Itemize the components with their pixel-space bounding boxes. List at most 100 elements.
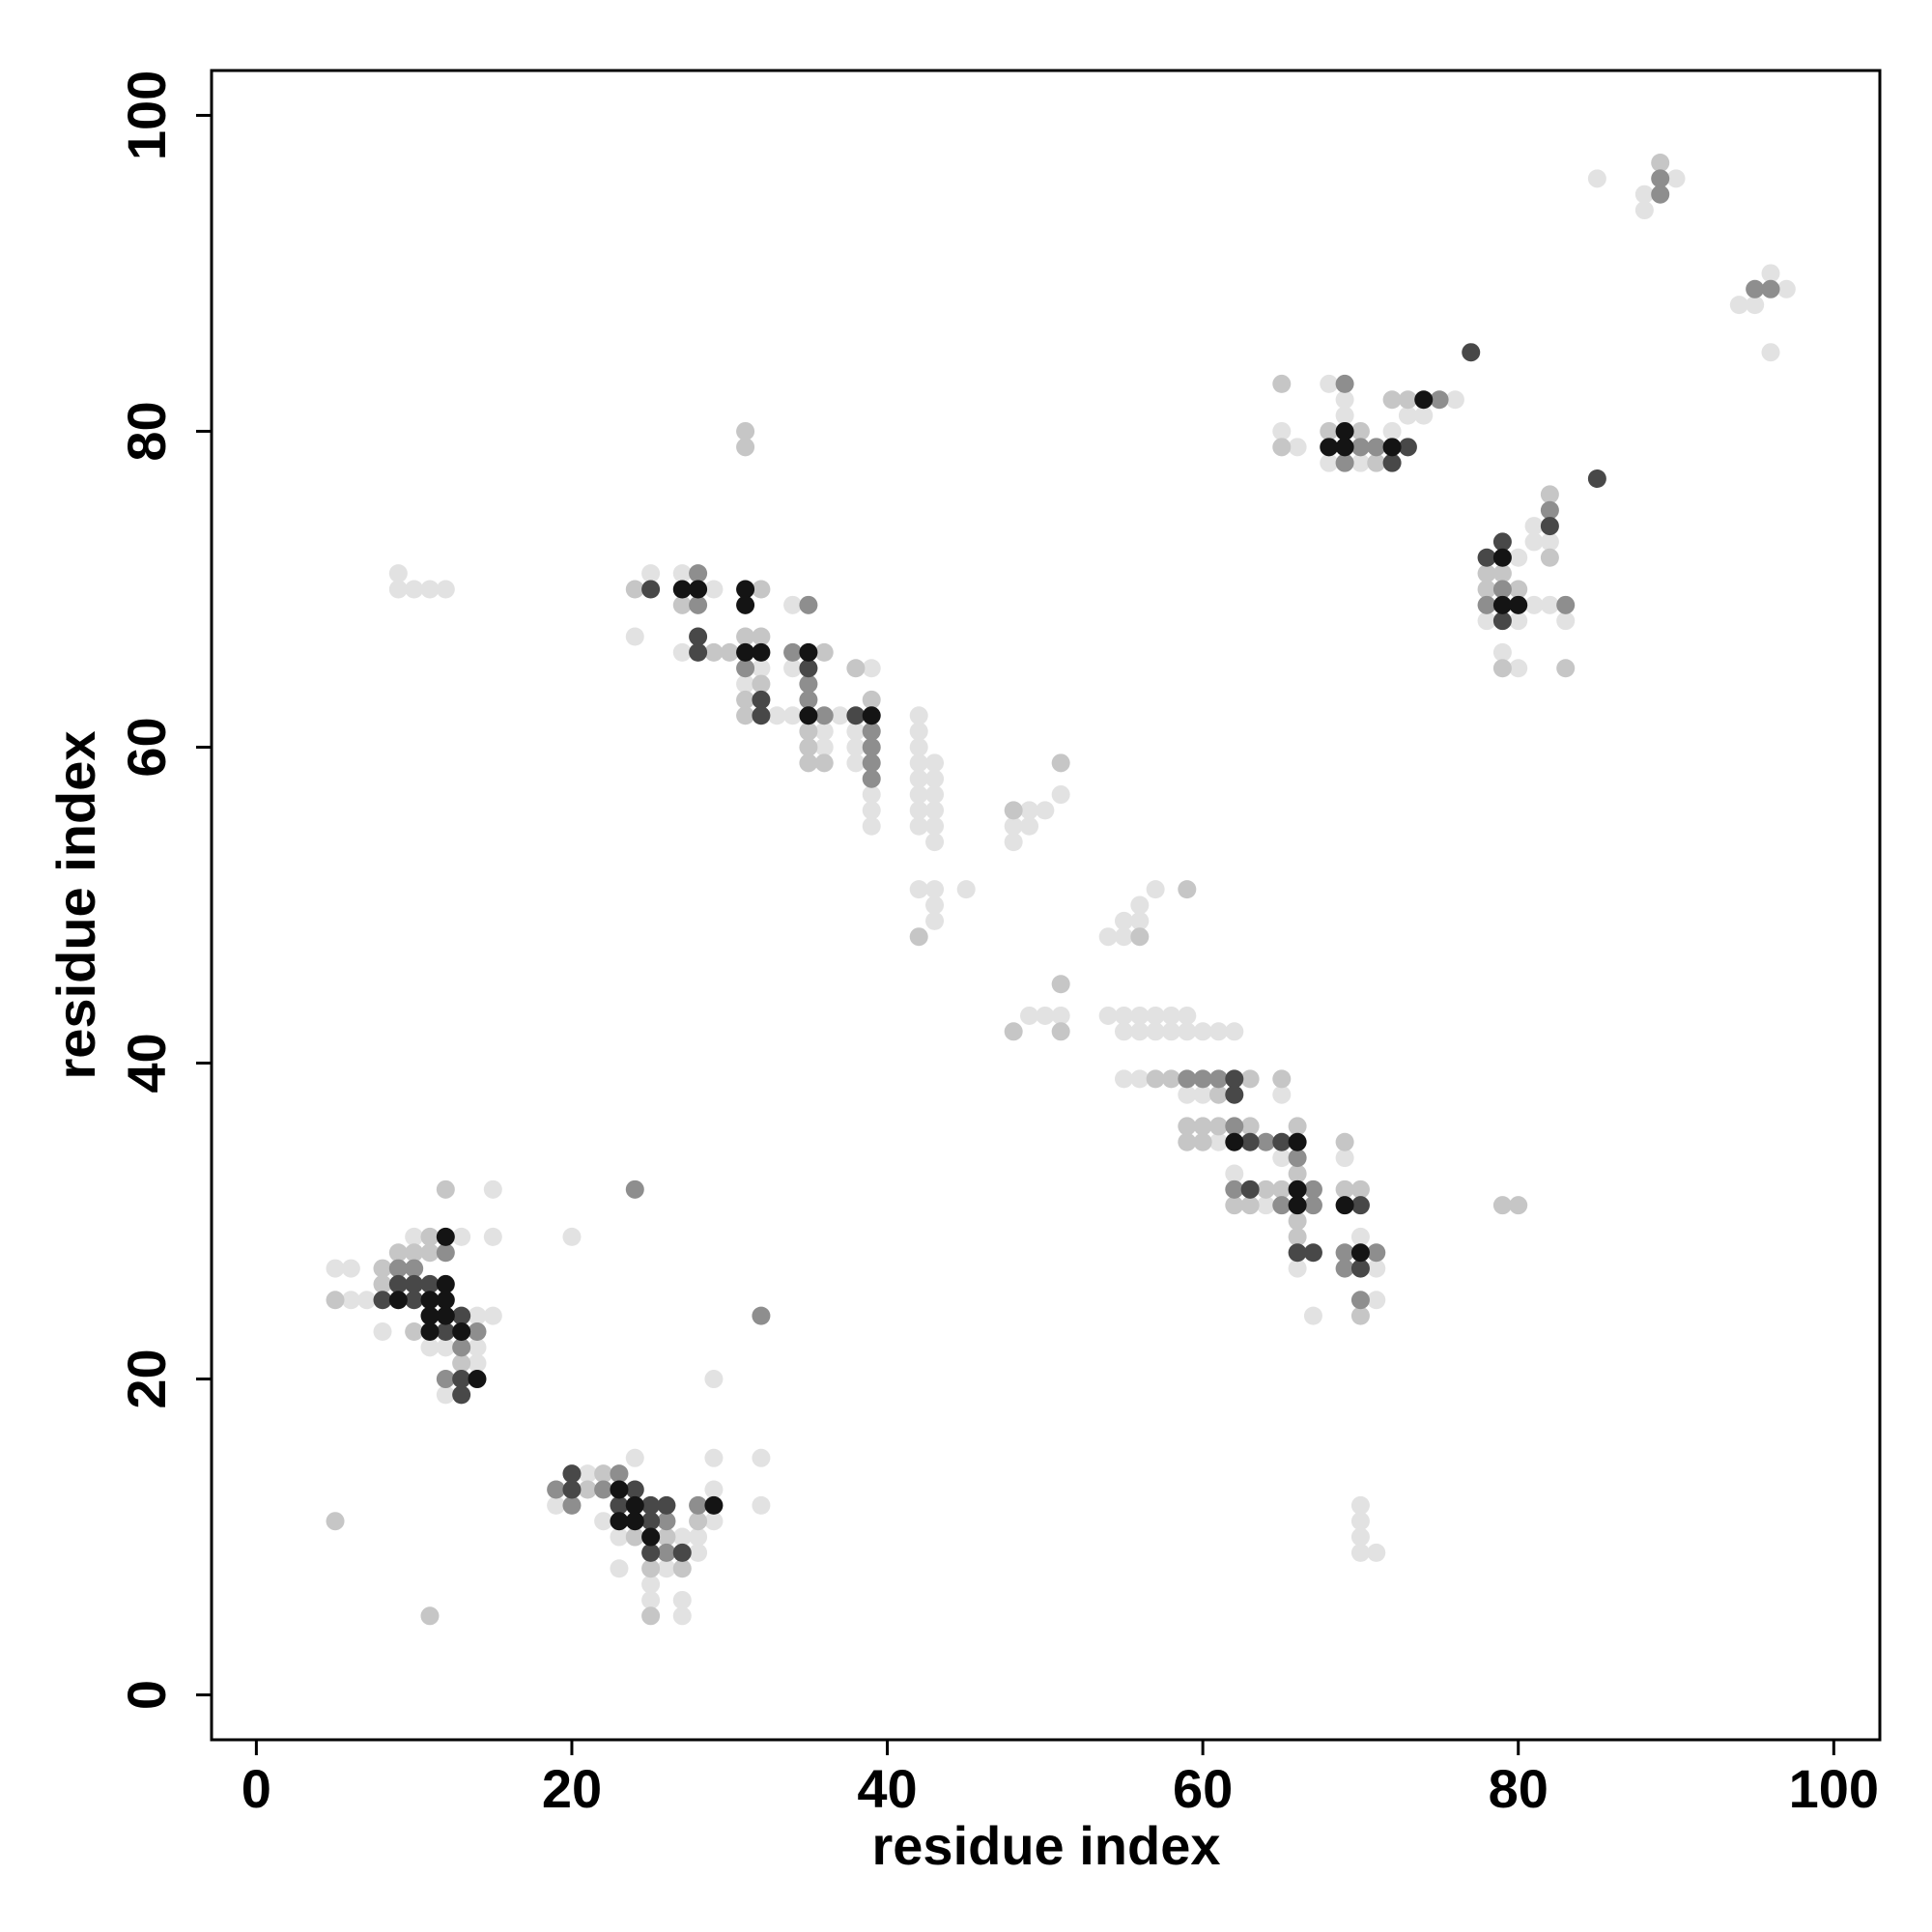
point	[925, 880, 945, 899]
point	[1746, 296, 1765, 315]
point	[862, 753, 881, 773]
point	[1462, 343, 1481, 362]
point	[373, 1259, 392, 1278]
point	[1208, 1069, 1228, 1089]
point	[1161, 1022, 1180, 1041]
point	[1556, 611, 1576, 631]
point	[1445, 390, 1464, 410]
point	[672, 1527, 692, 1547]
point	[610, 1495, 629, 1515]
point	[625, 1512, 644, 1531]
point	[1178, 1085, 1197, 1104]
point	[578, 1480, 597, 1499]
point	[1051, 1006, 1070, 1025]
point	[1208, 1022, 1228, 1041]
point	[909, 769, 928, 788]
point	[1335, 1149, 1354, 1168]
point	[1335, 1132, 1354, 1151]
point	[1477, 580, 1496, 599]
point	[1350, 1196, 1370, 1215]
point	[562, 1480, 582, 1499]
point	[468, 1338, 487, 1357]
point	[625, 627, 644, 646]
point	[1320, 421, 1339, 440]
point	[846, 753, 866, 773]
point	[388, 1243, 408, 1263]
point	[1303, 1243, 1322, 1263]
point	[436, 1274, 455, 1293]
point	[1161, 1006, 1180, 1025]
point	[909, 785, 928, 805]
point	[909, 706, 928, 725]
point	[341, 1259, 360, 1278]
point	[1178, 1006, 1197, 1025]
point	[846, 737, 866, 756]
point	[1225, 1164, 1244, 1183]
point	[1634, 201, 1654, 220]
point	[1272, 374, 1292, 393]
point	[1367, 1543, 1386, 1562]
point	[1509, 580, 1528, 599]
point	[468, 1306, 487, 1325]
point	[641, 1590, 661, 1609]
point	[1492, 564, 1512, 583]
point	[1350, 1227, 1370, 1246]
point	[736, 627, 755, 646]
point	[689, 1527, 708, 1547]
point	[562, 1227, 582, 1246]
point	[704, 580, 724, 599]
point	[909, 801, 928, 820]
point	[689, 564, 708, 583]
point	[862, 722, 881, 741]
point	[1540, 548, 1559, 567]
point	[1225, 1117, 1244, 1136]
point	[1036, 1006, 1055, 1025]
point	[925, 801, 945, 820]
point	[1272, 1149, 1292, 1168]
point	[689, 1512, 708, 1531]
point	[1492, 642, 1512, 662]
y-axis-title: residue index	[45, 730, 106, 1079]
point	[704, 1495, 724, 1515]
point	[1335, 390, 1354, 410]
point	[814, 722, 834, 741]
point	[641, 1559, 661, 1578]
point	[752, 706, 771, 725]
point	[862, 785, 881, 805]
point	[1509, 595, 1528, 614]
point	[1430, 390, 1449, 410]
point	[420, 1606, 440, 1626]
point	[1051, 1022, 1070, 1041]
point	[1492, 548, 1512, 567]
point	[689, 1543, 708, 1562]
point	[736, 674, 755, 694]
point	[1776, 279, 1796, 298]
point	[1367, 453, 1386, 472]
point	[1256, 1179, 1275, 1199]
point	[1225, 1132, 1244, 1151]
point	[1367, 1291, 1386, 1310]
point	[1509, 611, 1528, 631]
point	[1288, 1132, 1307, 1151]
point	[610, 1464, 629, 1484]
point	[672, 580, 692, 599]
point	[1004, 801, 1023, 820]
point	[704, 1512, 724, 1531]
point	[657, 1495, 676, 1515]
point	[1288, 1179, 1307, 1199]
point	[831, 706, 850, 725]
point	[373, 1291, 392, 1310]
point	[1335, 438, 1354, 457]
point	[1288, 1259, 1307, 1278]
point	[799, 753, 818, 773]
point	[925, 753, 945, 773]
point	[1320, 438, 1339, 457]
point	[736, 642, 755, 662]
point	[704, 642, 724, 662]
point	[1335, 1243, 1354, 1263]
point	[814, 642, 834, 662]
point	[483, 1227, 502, 1246]
point	[799, 690, 818, 709]
point	[1414, 390, 1434, 410]
